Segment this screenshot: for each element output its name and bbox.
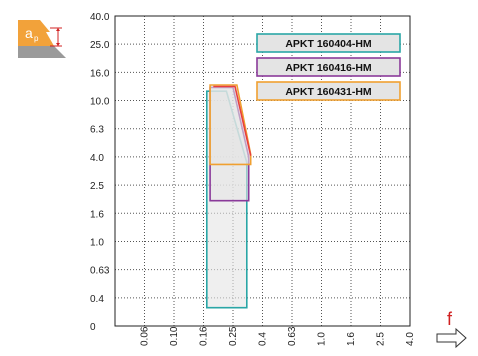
legend-item <box>256 57 401 77</box>
ap-icon-label: a <box>25 25 33 41</box>
y-tick-label: 4.0 <box>90 153 104 164</box>
ap-icon-subscript: p <box>34 34 39 43</box>
y-tick-label: 1.0 <box>90 237 104 248</box>
x-tick-label: 0.16 <box>199 326 210 346</box>
y-tick-label: 40.0 <box>90 12 110 23</box>
x-tick-label: 2.5 <box>376 332 387 346</box>
series-area-3 <box>209 84 252 166</box>
legend-label: APKT 160404-HM <box>285 38 372 50</box>
y-axis-ticks: 40.0 25.0 16.0 10.0 6.3 4.0 2.5 1.6 1.0 0.63 0.4 0 <box>90 12 110 333</box>
y-tick-label: 25.0 <box>90 40 110 51</box>
y-tick-label: 6.3 <box>90 125 104 136</box>
y-tick-label: 10.0 <box>90 97 110 108</box>
x-tick-label: 1.6 <box>346 332 357 346</box>
y-tick-label: 0.63 <box>90 266 110 277</box>
plot-frame <box>114 15 411 327</box>
y-tick-label: 1.6 <box>90 209 104 220</box>
legend-label: APKT 160416-HM <box>285 62 372 74</box>
x-tick-label: 0.25 <box>228 326 239 346</box>
y-tick-label: 0 <box>90 322 96 333</box>
x-tick-label: 0.10 <box>169 326 180 346</box>
x-tick-label: 0.63 <box>287 326 298 346</box>
x-tick-label: 0.06 <box>140 326 151 346</box>
x-tick-label: 1.0 <box>317 332 328 346</box>
feed-arrow-icon <box>436 327 467 349</box>
legend-item <box>256 81 401 101</box>
y-tick-label: 0.4 <box>90 294 104 305</box>
legend-item <box>256 33 401 53</box>
x-axis-ticks: 0.06 0.10 0.16 0.25 0.4 0.63 1.0 1.6 2.5 4.0 <box>140 326 417 346</box>
ap-depth-icon: a p <box>18 20 66 58</box>
legend: APKT 160404-HM APKT 160416-HM APKT 160431-… <box>256 33 401 101</box>
series-line-extra <box>213 85 252 156</box>
y-tick-label: 2.5 <box>90 181 104 192</box>
series-layer <box>206 84 252 309</box>
x-tick-label: 4.0 <box>405 332 416 346</box>
legend-label: APKT 160431-HM <box>285 86 372 98</box>
y-tick-label: 16.0 <box>90 68 110 79</box>
x-axis-label: f <box>447 309 453 329</box>
x-tick-label: 0.4 <box>258 332 269 346</box>
